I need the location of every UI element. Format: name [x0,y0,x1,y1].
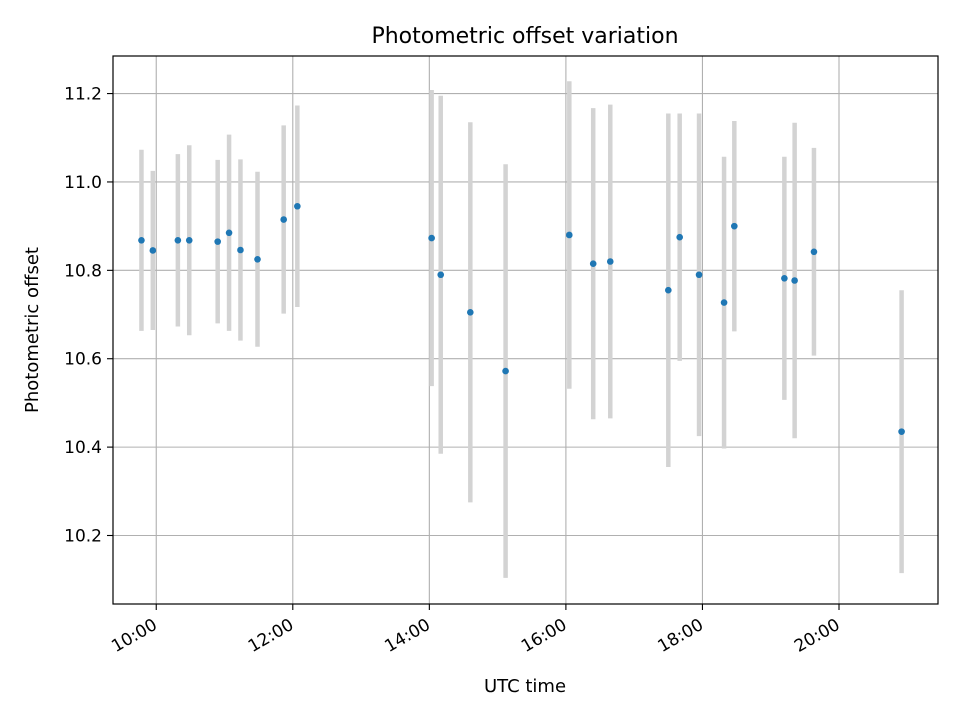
y-tick-label: 11.2 [64,85,102,105]
data-point [138,236,145,244]
data-point [606,258,614,265]
data-point [225,229,233,237]
data-point [185,236,193,244]
data-point [810,248,818,256]
data-point [280,216,287,223]
data-point [428,234,435,242]
data-point [665,286,672,294]
data-point [566,231,573,239]
data-points [138,202,905,435]
y-axis-label: Photometric offset [22,247,43,413]
y-axis-ticks: 10.2 10.4 10.6 10.8 11.0 11.2 [64,85,113,547]
data-point [237,246,244,254]
y-tick-label: 10.2 [64,527,102,547]
data-point [676,233,683,241]
data-point [149,247,157,254]
data-point [254,255,261,263]
data-point [781,274,788,282]
data-point [502,367,509,375]
y-tick-label: 10.8 [64,261,102,281]
y-tick-label: 11.0 [64,173,102,193]
data-point [294,202,301,210]
data-point [695,271,703,279]
data-point [467,309,474,316]
data-point [174,236,182,244]
chart-title: Photometric offset variation [371,24,678,49]
data-point [437,271,445,279]
data-point [731,222,738,230]
y-tick-label: 10.6 [64,350,102,370]
y-tick-label: 10.4 [64,438,102,458]
data-point [214,238,221,245]
data-point [898,428,905,435]
data-point [589,260,597,268]
data-point [720,299,728,306]
x-axis-label: UTC time [484,676,566,697]
data-point [791,277,798,284]
plot-frame [112,55,939,605]
grid [113,56,938,604]
